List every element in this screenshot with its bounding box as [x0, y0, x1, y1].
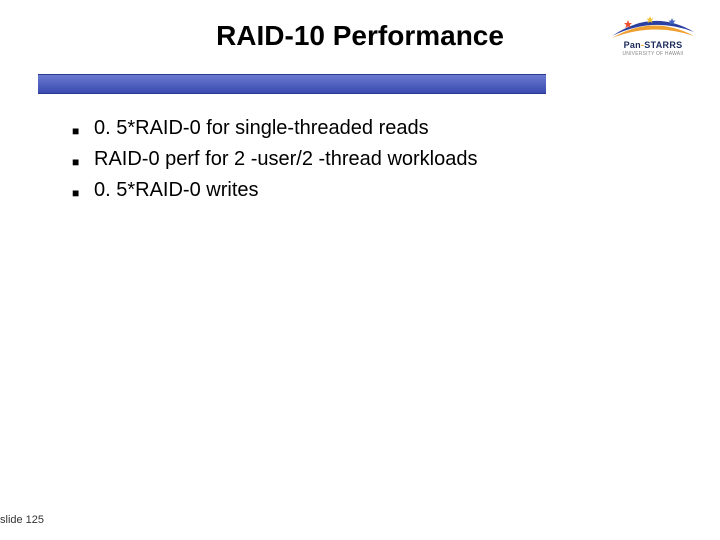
bullet-item: RAID-0 perf for 2 -user/2 -thread worklo…	[72, 146, 632, 173]
logo-text-post: STARRS	[644, 40, 682, 50]
bullet-item: 0. 5*RAID-0 for single-threaded reads	[72, 115, 632, 142]
accent-bar	[38, 74, 546, 94]
logo-text-pre: Pan	[624, 40, 641, 50]
logo: Pan-STARRS UNIVERSITY OF HAWAII	[608, 14, 698, 68]
bullet-item: 0. 5*RAID-0 writes	[72, 177, 632, 204]
bullet-list: 0. 5*RAID-0 for single-threaded reads RA…	[72, 115, 632, 208]
logo-swoosh-icon	[608, 14, 698, 42]
logo-text: Pan-STARRS	[608, 40, 698, 50]
logo-subtitle: UNIVERSITY OF HAWAII	[608, 51, 698, 57]
slide-number: slide 125	[0, 514, 44, 526]
slide: RAID-10 Performance Pan-STARRS UNIVERSIT…	[0, 0, 720, 540]
